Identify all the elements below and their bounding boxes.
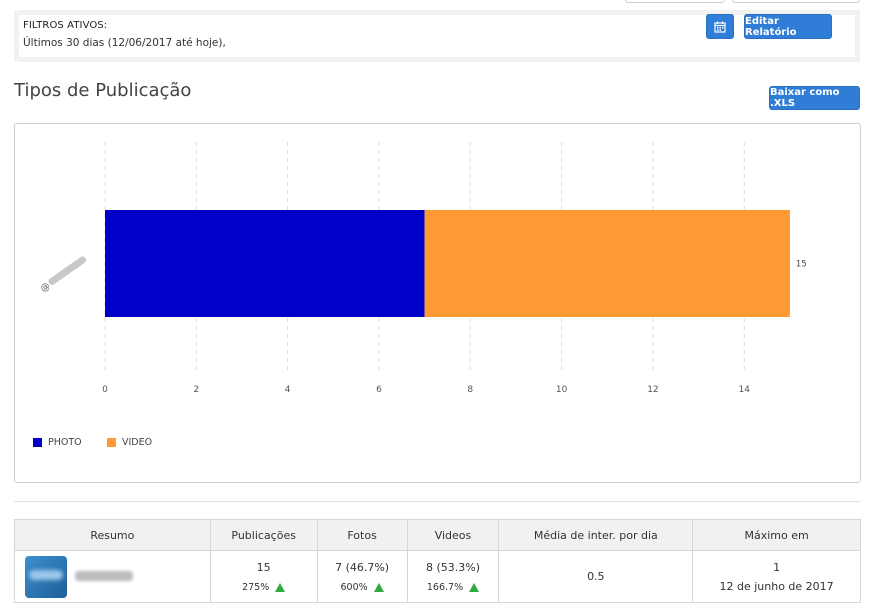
top-control-stub[interactable] <box>732 0 860 3</box>
section-divider <box>14 501 861 502</box>
arrow-up-icon <box>373 582 384 592</box>
table-row: 15 275% 7 (46.7%) 600% 8 (53.3%) 166.7% … <box>14 550 861 603</box>
header-maximo: Máximo em <box>692 519 861 551</box>
maximo-cell: 1 12 de junho de 2017 <box>692 550 861 603</box>
fotos-value: 7 (46.7%) <box>335 560 390 574</box>
header-publicacoes: Publicações <box>209 519 318 551</box>
media-value: 0.5 <box>587 570 605 583</box>
arrow-up-icon <box>469 582 480 592</box>
category-label-redacted <box>48 256 87 286</box>
page-title: Tipos de Publicação <box>14 80 192 101</box>
header-videos: Videos <box>406 519 500 551</box>
legend-swatch-photo <box>33 438 42 447</box>
publicacoes-value: 15 <box>256 560 271 574</box>
fotos-cell: 7 (46.7%) 600% <box>316 550 408 603</box>
header-media: Média de inter. por dia <box>498 519 694 551</box>
category-label: @ <box>39 256 87 294</box>
legend-item-photo[interactable]: PHOTO <box>33 437 82 448</box>
x-tick-label: 2 <box>193 385 199 395</box>
legend-item-video[interactable]: VIDEO <box>107 437 152 448</box>
x-tick-label: 8 <box>467 385 473 395</box>
publication-types-chart: 0 2 4 6 8 10 12 14 15 @ <box>14 123 861 483</box>
summary-table: Resumo Publicações Fotos Videos Média de… <box>14 519 861 603</box>
maximo-value: 1 <box>773 560 781 574</box>
publicacoes-cell: 15 275% <box>209 550 318 603</box>
download-xls-button[interactable]: Baixar como .XLS <box>769 86 860 110</box>
calendar-icon <box>714 21 726 33</box>
legend-label-photo: PHOTO <box>48 437 82 448</box>
header-fotos: Fotos <box>316 519 408 551</box>
x-tick-label: 4 <box>285 385 291 395</box>
videos-value: 8 (53.3%) <box>425 560 481 574</box>
media-cell: 0.5 <box>498 550 694 603</box>
chart-canvas: 0 2 4 6 8 10 12 14 15 @ <box>39 142 807 395</box>
avatar[interactable] <box>25 556 67 598</box>
header-resumo: Resumo <box>14 519 211 551</box>
legend-label-video: VIDEO <box>122 437 153 448</box>
calendar-button[interactable] <box>706 14 734 39</box>
legend-swatch-video <box>107 438 116 447</box>
filters-title: FILTROS ATIVOS: <box>23 20 108 31</box>
account-name-redacted <box>75 571 133 581</box>
videos-cell: 8 (53.3%) 166.7% <box>406 550 500 603</box>
resumo-cell <box>14 550 211 603</box>
bar-photo <box>105 210 425 317</box>
arrow-up-icon <box>275 582 286 592</box>
x-tick-label: 14 <box>739 385 751 395</box>
filters-date-range: Últimos 30 dias (12/06/2017 até hoje), <box>23 37 226 49</box>
x-tick-label: 12 <box>647 385 658 395</box>
x-tick-label: 10 <box>556 385 568 395</box>
bar-total-label: 15 <box>796 260 807 270</box>
fotos-growth: 600% <box>340 581 368 593</box>
x-tick-label: 6 <box>376 385 382 395</box>
videos-growth: 166.7% <box>426 581 464 593</box>
x-tick-label: 0 <box>102 385 108 395</box>
bar-video <box>424 210 790 317</box>
top-control-stub[interactable] <box>625 0 725 3</box>
edit-report-button[interactable]: Editar Relatório <box>744 14 832 39</box>
table-header-row: Resumo Publicações Fotos Videos Média de… <box>14 519 861 551</box>
publicacoes-growth: 275% <box>242 581 270 593</box>
maximo-date: 12 de junho de 2017 <box>719 579 834 593</box>
